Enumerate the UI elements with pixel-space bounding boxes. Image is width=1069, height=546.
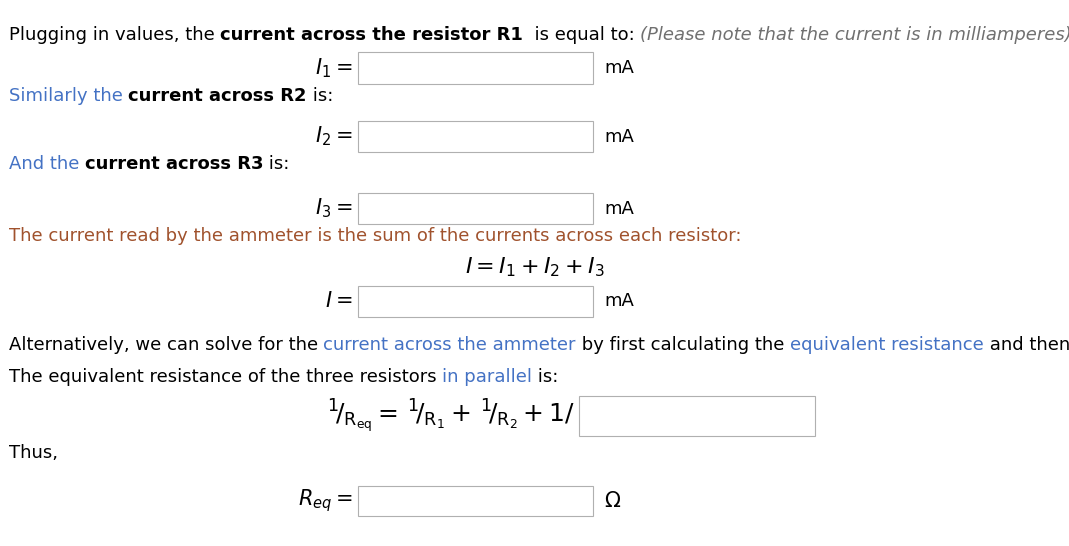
Text: mA: mA [604, 293, 634, 310]
Text: The current read by the ammeter is the sum of the currents across each resistor:: The current read by the ammeter is the s… [9, 228, 741, 245]
Text: equivalent resistance: equivalent resistance [790, 336, 983, 354]
Text: and then: and then [983, 336, 1069, 354]
Text: $\mathregular{^1\!/_{R_{eq}}=\,^1\!/_{R_1}+\,^1\!/_{R_2}+1/}$: $\mathregular{^1\!/_{R_{eq}}=\,^1\!/_{R_… [327, 397, 575, 435]
Text: $I = I_1 + I_2 + I_3$: $I = I_1 + I_2 + I_3$ [465, 256, 604, 280]
Text: $I_3 =$: $I_3 =$ [315, 197, 353, 221]
Text: is:: is: [532, 368, 558, 385]
Text: current across the resistor R1: current across the resistor R1 [220, 27, 523, 44]
Text: mA: mA [604, 200, 634, 217]
Text: Alternatively, we can solve for the: Alternatively, we can solve for the [9, 336, 324, 354]
Text: Similarly the: Similarly the [9, 87, 128, 104]
Text: Plugging in values, the: Plugging in values, the [9, 27, 220, 44]
FancyBboxPatch shape [358, 52, 593, 84]
Text: $I =$: $I =$ [325, 292, 353, 311]
FancyBboxPatch shape [358, 286, 593, 317]
Text: Thus,: Thus, [9, 444, 58, 462]
Text: current across the ammeter: current across the ammeter [324, 336, 576, 354]
Text: is equal to:: is equal to: [523, 27, 640, 44]
Text: (Please note that the current is in milliamperes): (Please note that the current is in mill… [640, 27, 1069, 44]
FancyBboxPatch shape [358, 486, 593, 515]
Text: And the: And the [9, 155, 84, 173]
FancyBboxPatch shape [358, 121, 593, 152]
FancyBboxPatch shape [579, 396, 815, 436]
Text: current across R2: current across R2 [128, 87, 307, 104]
Text: $\Omega$: $\Omega$ [604, 491, 621, 511]
Text: $I_2 =$: $I_2 =$ [315, 124, 353, 149]
Text: in parallel: in parallel [441, 368, 532, 385]
Text: by first calculating the: by first calculating the [576, 336, 790, 354]
Text: is:: is: [263, 155, 290, 173]
Text: $R_{eq} =$: $R_{eq} =$ [298, 487, 353, 514]
Text: mA: mA [604, 60, 634, 77]
Text: mA: mA [604, 128, 634, 145]
Text: The equivalent resistance of the three resistors: The equivalent resistance of the three r… [9, 368, 441, 385]
Text: current across R3: current across R3 [84, 155, 263, 173]
FancyBboxPatch shape [358, 193, 593, 224]
Text: $I_1 =$: $I_1 =$ [315, 56, 353, 80]
Text: is:: is: [307, 87, 334, 104]
